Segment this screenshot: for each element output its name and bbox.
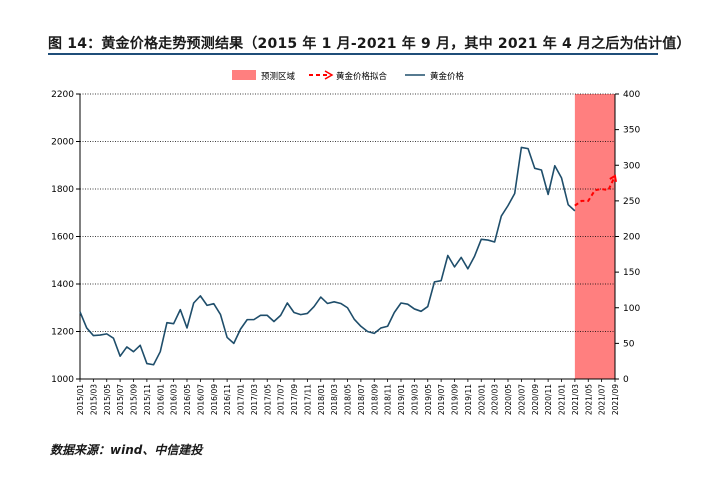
x-tick-label: 2015/01 [76, 384, 85, 415]
x-tick-label: 2018/05 [344, 384, 353, 415]
legend-label-gold-line: 黄金价格 [430, 71, 465, 82]
x-tick-label: 2018/01 [317, 384, 326, 415]
x-tick-label: 2020/07 [517, 384, 526, 415]
x-tick-label: 2016/11 [223, 384, 232, 415]
x-tick-label: 2018/03 [330, 384, 339, 415]
x-tick-label: 2020/11 [544, 384, 553, 415]
x-tick-label: 2019/11 [464, 384, 473, 415]
y-right-tick-label: 100 [623, 304, 640, 314]
x-tick-label: 2019/09 [451, 384, 460, 415]
legend: 预测区域 黄金价格拟合 黄金价格 [232, 70, 465, 82]
x-tick-label: 2017/09 [290, 384, 299, 415]
y-left-tick-label: 1000 [51, 375, 74, 385]
legend-label-fitted-line: 黄金价格拟合 [336, 71, 388, 82]
legend-label-forecast-region: 预测区域 [261, 71, 296, 82]
y-right-tick-label: 0 [623, 375, 629, 385]
x-tick-label: 2016/03 [170, 384, 179, 415]
x-tick-label: 2017/07 [277, 384, 286, 415]
x-tick-label: 2019/07 [437, 384, 446, 415]
x-tick-label: 2020/03 [491, 384, 500, 415]
chart-title: 图 14：黄金价格走势预测结果（2015 年 1 月-2021 年 9 月，其中… [48, 36, 691, 52]
y-right-tick-label: 400 [623, 90, 640, 100]
y-right-tick-label: 250 [623, 197, 640, 207]
data-source-note: 数据来源：wind、中信建投 [50, 443, 203, 457]
x-tick-label: 2015/03 [89, 384, 98, 415]
legend-swatch-forecast-region [232, 70, 256, 80]
y-right-tick-label: 300 [623, 161, 640, 171]
x-tick-label: 2017/01 [237, 384, 246, 415]
x-tick-label: 2018/07 [357, 384, 366, 415]
title-underline [48, 53, 658, 55]
x-tick-label: 2019/03 [410, 384, 419, 415]
x-tick-label: 2021/05 [584, 384, 593, 415]
x-tick-label: 2016/09 [210, 384, 219, 415]
x-tick-label: 2018/09 [370, 384, 379, 415]
y-left-tick-label: 1600 [51, 233, 74, 243]
y-right-tick-label: 50 [623, 339, 635, 349]
x-tick-label: 2015/05 [103, 384, 112, 415]
x-tick-label: 2019/05 [424, 384, 433, 415]
x-tick-label: 2021/01 [558, 384, 567, 415]
x-tick-label: 2015/07 [116, 384, 125, 415]
fitted-arrow-head [609, 174, 617, 183]
x-tick-label: 2017/11 [303, 384, 312, 415]
x-tick-label: 2017/05 [263, 384, 272, 415]
y-right-tick-label: 150 [623, 268, 640, 278]
y-right-tick-label: 200 [623, 233, 640, 243]
x-tick-label: 2021/03 [571, 384, 580, 415]
x-tick-label: 2020/05 [504, 384, 513, 415]
x-tick-label: 2016/05 [183, 384, 192, 415]
y-left-tick-label: 1400 [51, 280, 74, 290]
x-tick-label: 2017/03 [250, 384, 259, 415]
y-left-tick-label: 2000 [51, 138, 74, 148]
y-left-tick-label: 1800 [51, 185, 74, 195]
y-left-tick-label: 1200 [51, 328, 74, 338]
plot-area: 1000 1200 1400 1600 1800 2000 2200 0 50 100 150 200… [51, 90, 640, 415]
x-tick-label: 2016/01 [156, 384, 165, 415]
x-tick-label: 2015/11 [143, 384, 152, 415]
y-left-tick-label: 2200 [51, 90, 74, 100]
legend-arrow-head [324, 70, 334, 80]
x-tick-label: 2020/01 [477, 384, 486, 415]
x-tick-label: 2021/07 [598, 384, 607, 415]
series-line-gold-price [79, 146, 576, 366]
x-tick-label: 2019/01 [397, 384, 406, 415]
x-tick-label: 2021/09 [611, 384, 620, 415]
x-tick-label: 2020/09 [531, 384, 540, 415]
y-right-tick-label: 350 [623, 126, 640, 136]
x-tick-label: 2018/11 [384, 384, 393, 415]
x-tick-label: 2015/09 [130, 384, 139, 415]
x-tick-label: 2016/07 [196, 384, 205, 415]
